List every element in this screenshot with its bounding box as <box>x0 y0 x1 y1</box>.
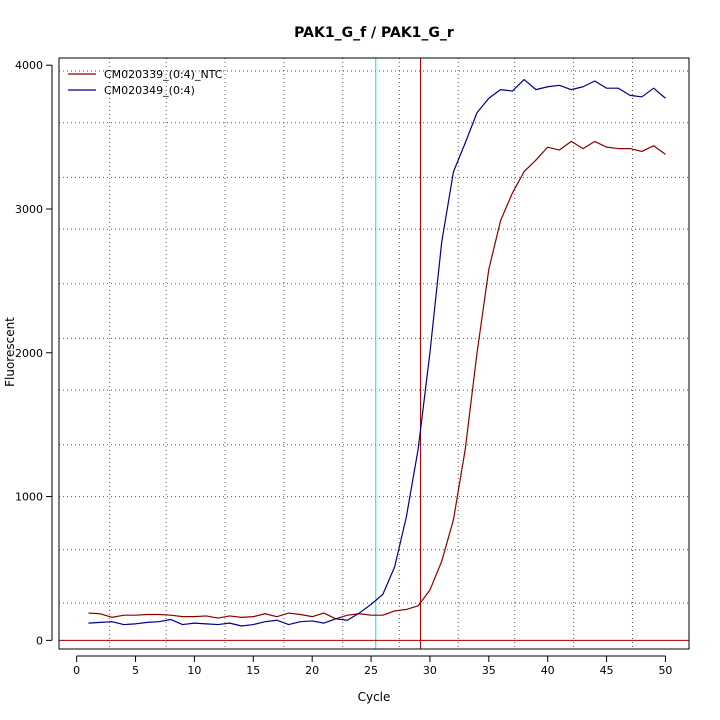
y-tick-label: 2000 <box>15 347 43 360</box>
axes: 0 5 10 15 20 25 30 35 40 45 50 0 1000 2000 3000 4000 <box>15 59 672 677</box>
x-tick-label: 40 <box>541 664 555 677</box>
plot-frame <box>58 57 690 650</box>
series-lines <box>88 78 666 627</box>
x-tick-label: 0 <box>73 664 80 677</box>
y-axis-label: Fluorescent <box>3 317 17 387</box>
grid <box>59 58 689 649</box>
x-tick-label: 25 <box>364 664 378 677</box>
x-tick-label: 35 <box>482 664 496 677</box>
x-tick-label: 30 <box>423 664 437 677</box>
legend: CM020339_(0:4)_NTC CM020349_(0:4) <box>68 68 223 97</box>
x-axis-label: Cycle <box>358 690 391 704</box>
y-tick-label: 3000 <box>15 203 43 216</box>
x-tick-label: 50 <box>658 664 672 677</box>
x-tick-label: 20 <box>305 664 319 677</box>
series-line-1 <box>88 140 666 620</box>
x-tick-label: 45 <box>600 664 614 677</box>
x-tick-label: 5 <box>132 664 139 677</box>
legend-label-2: CM020349_(0:4) <box>104 84 195 97</box>
reference-lines <box>59 58 689 649</box>
y-tick-label: 1000 <box>15 491 43 504</box>
legend-label-1: CM020339_(0:4)_NTC <box>104 68 223 81</box>
series-line-2 <box>88 78 666 627</box>
x-tick-label: 10 <box>187 664 201 677</box>
x-tick-label: 15 <box>246 664 260 677</box>
chart-title: PAK1_G_f / PAK1_G_r <box>294 25 454 41</box>
y-tick-label: 0 <box>36 634 43 647</box>
y-tick-label: 4000 <box>15 59 43 72</box>
